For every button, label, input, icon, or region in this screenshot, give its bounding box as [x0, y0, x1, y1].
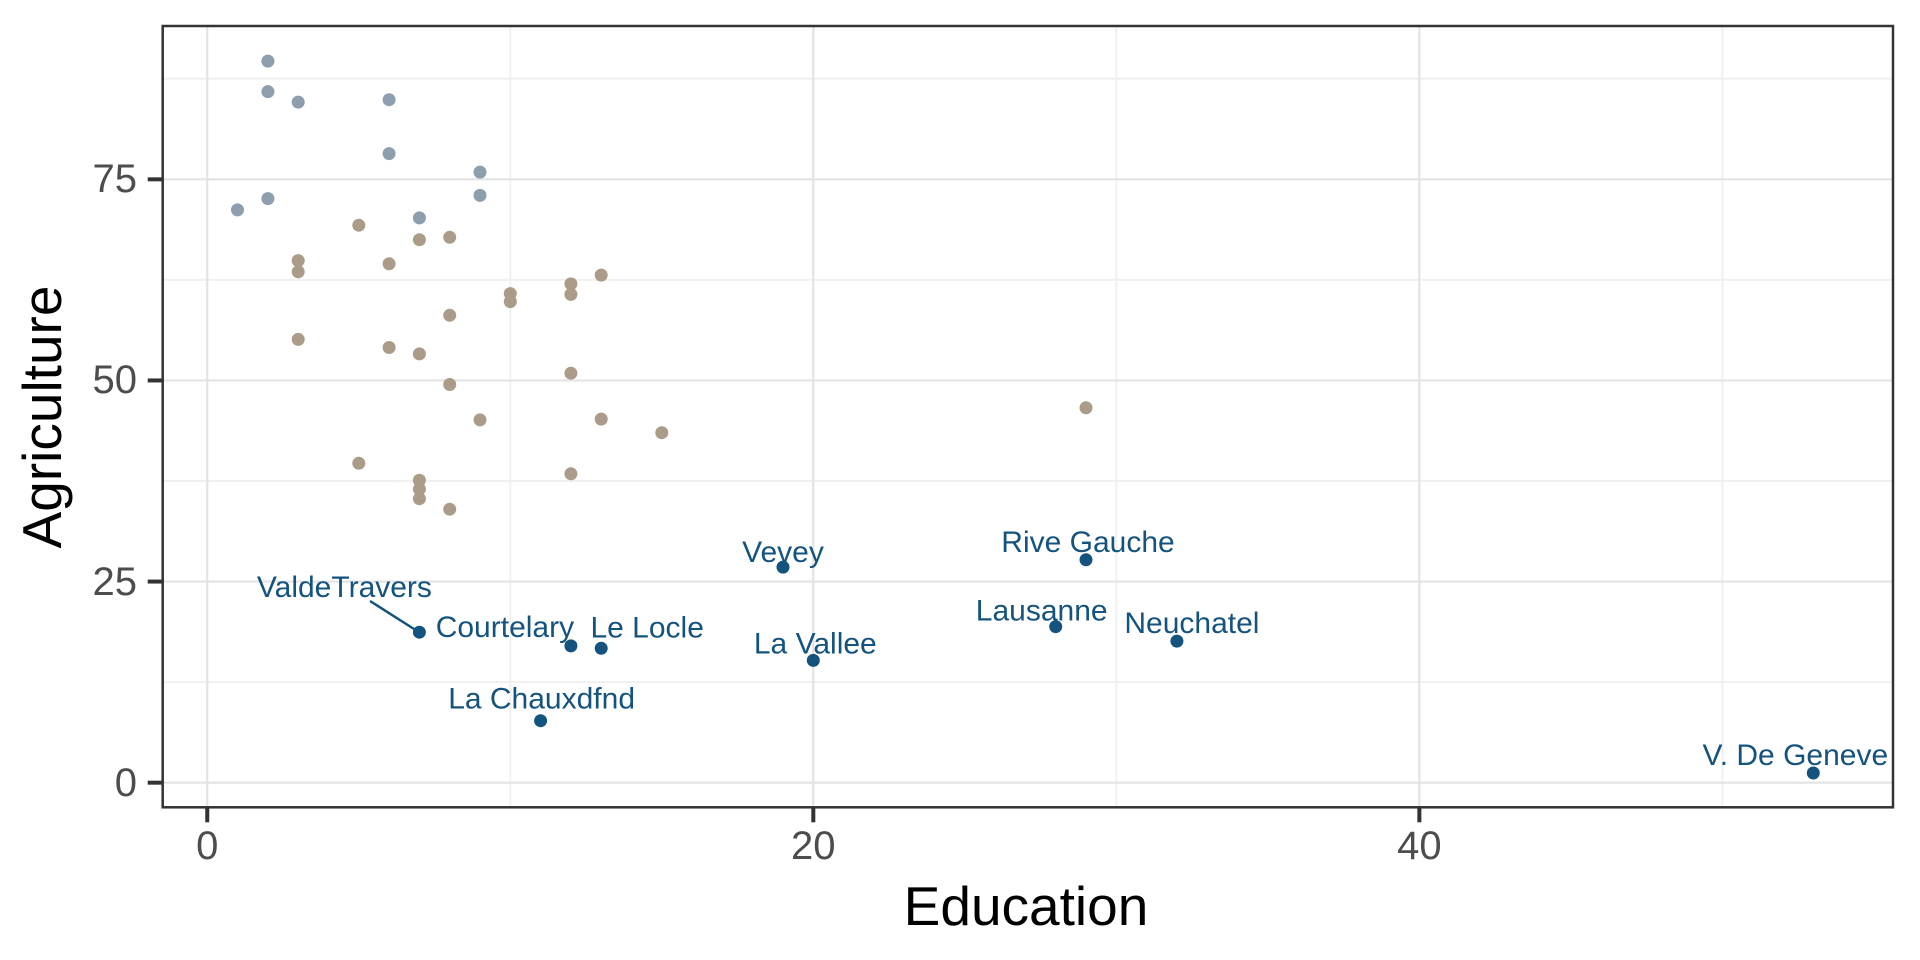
data-point [352, 456, 366, 470]
data-point [564, 366, 578, 380]
y-tick-label: 50 [92, 358, 138, 403]
data-point [231, 203, 244, 217]
data-point [412, 473, 426, 487]
y-tick-label: 0 [114, 760, 137, 805]
point-label: Rive Gauche [1001, 526, 1174, 559]
data-point [564, 639, 578, 653]
data-point [291, 95, 305, 109]
data-point [382, 341, 396, 354]
point-label: ValdeTravers [257, 571, 432, 604]
point-label: Le Locle [590, 611, 703, 644]
data-point [564, 467, 578, 481]
data-point [473, 413, 487, 427]
data-point [291, 332, 305, 346]
data-point [1049, 620, 1063, 634]
data-point [443, 230, 457, 244]
data-point [412, 482, 426, 496]
data-point [503, 295, 517, 309]
data-point [382, 93, 396, 107]
data-point [1806, 766, 1820, 780]
y-tick-label: 25 [92, 559, 138, 604]
data-point [1079, 553, 1093, 567]
x-tick-label: 0 [196, 824, 219, 868]
y-tick-label: 75 [92, 157, 138, 202]
point-label: Neuchatel [1124, 607, 1259, 640]
leader-line [369, 599, 415, 631]
point-label: La Vallee [754, 627, 877, 660]
data-point [261, 192, 275, 206]
x-axis-title: Education [903, 875, 1149, 937]
data-point [291, 254, 305, 268]
data-point [291, 265, 305, 279]
data-point [382, 147, 396, 161]
point-label: V. De Geneve [1702, 739, 1888, 772]
x-tick-label: 40 [1397, 824, 1442, 868]
data-point [473, 188, 487, 202]
point-label: Courtelary [436, 611, 574, 644]
point-label: Vevey [742, 536, 824, 569]
data-point [443, 308, 457, 322]
data-point [443, 378, 457, 391]
data-point [564, 277, 578, 291]
point-label: Lausanne [976, 595, 1108, 628]
data-point [382, 257, 396, 271]
data-point [412, 211, 426, 225]
data-point [776, 560, 790, 574]
data-point [261, 85, 275, 99]
data-point [352, 218, 366, 232]
x-tick-label: 20 [791, 824, 836, 868]
data-point [412, 625, 426, 639]
data-point [564, 287, 578, 301]
data-point [1079, 401, 1093, 415]
data-point [261, 54, 275, 68]
data-point [412, 347, 426, 361]
point-label: La Chauxdfnd [448, 683, 635, 716]
data-point [594, 641, 608, 655]
data-point [1170, 634, 1184, 648]
data-point [412, 233, 426, 247]
panel-border [161, 24, 1895, 809]
data-point [594, 268, 608, 282]
data-point [534, 714, 548, 728]
data-point [594, 412, 608, 426]
data-point [443, 502, 457, 516]
data-point [655, 426, 669, 440]
data-point [473, 165, 487, 179]
data-point [412, 492, 426, 506]
data-point [806, 653, 820, 667]
